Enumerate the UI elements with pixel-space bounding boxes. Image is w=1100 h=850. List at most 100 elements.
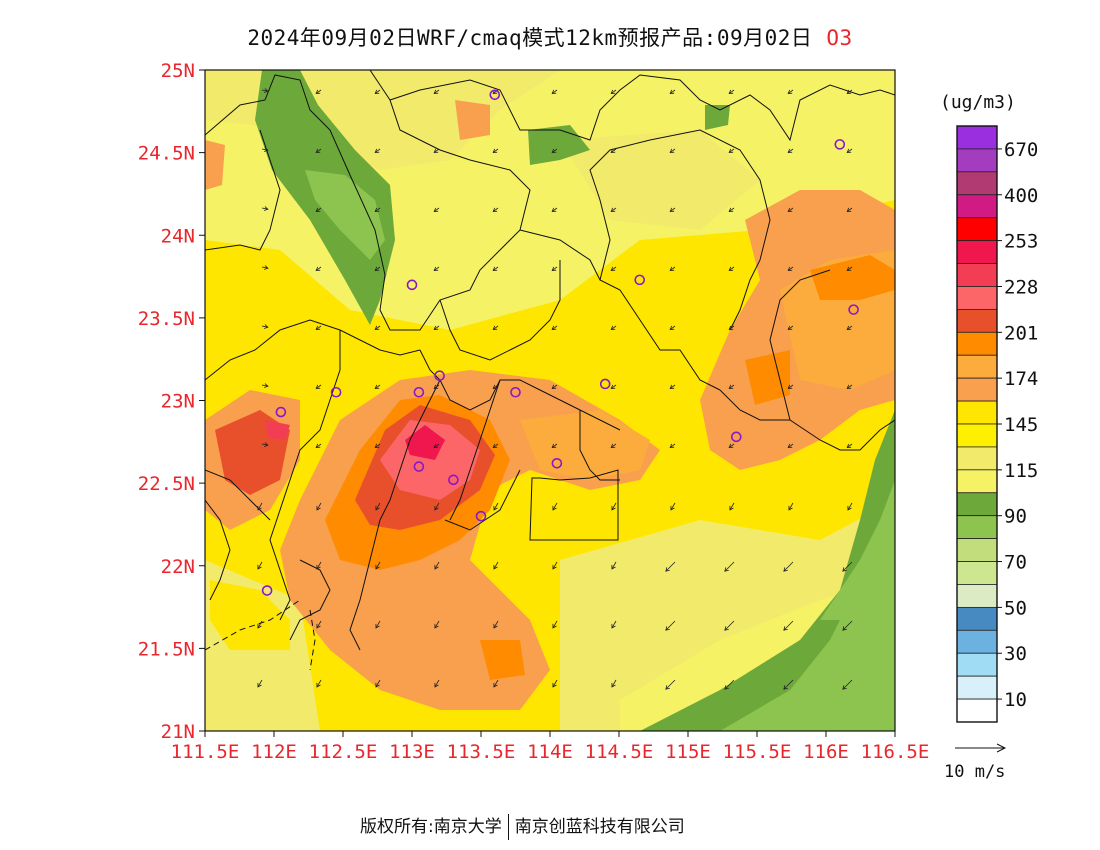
wind-arrow bbox=[257, 620, 263, 629]
lon-tick-label: 116.5E bbox=[861, 741, 930, 763]
wind-arrow bbox=[842, 620, 853, 631]
wind-arrow bbox=[906, 208, 911, 212]
map-title: 2024年09月02日WRF/cmaq模式12km预报产品:09月02日 O3 bbox=[0, 22, 1100, 52]
lon-tick-label: 112.5E bbox=[309, 741, 378, 763]
wind-arrow bbox=[315, 266, 322, 272]
wind-arrow bbox=[906, 444, 911, 448]
wind-arrow bbox=[610, 384, 617, 390]
wind-arrow bbox=[493, 561, 499, 570]
wind-arrow bbox=[492, 384, 499, 390]
footer-separator bbox=[507, 814, 509, 840]
wind-arrow bbox=[551, 266, 558, 272]
legend-swatch bbox=[956, 584, 998, 608]
legend-label: 30 bbox=[1004, 643, 1027, 665]
wind-arrow bbox=[315, 148, 322, 154]
wind-arrow bbox=[669, 443, 676, 449]
wind-arrow bbox=[374, 325, 381, 331]
legend-label: 174 bbox=[1004, 368, 1038, 390]
wind-arrow bbox=[433, 266, 440, 272]
station-marker bbox=[489, 89, 501, 101]
wind-arrow bbox=[724, 561, 735, 572]
wind-arrow bbox=[665, 679, 676, 690]
station-marker bbox=[275, 406, 287, 418]
legend-label: 201 bbox=[1004, 322, 1038, 344]
lat-tick-label: 23N bbox=[161, 391, 195, 413]
company-text: 南京创蓝科技有限公司 bbox=[514, 817, 685, 837]
wind-scale-arrow bbox=[955, 743, 1007, 753]
wind-arrow bbox=[728, 443, 735, 449]
wind-arrow bbox=[375, 502, 381, 511]
wind-arrow bbox=[906, 385, 911, 389]
wind-arrow bbox=[787, 207, 794, 213]
wind-arrow bbox=[669, 266, 676, 272]
legend-swatch bbox=[956, 286, 998, 310]
wind-arrow bbox=[787, 148, 794, 154]
wind-arrow bbox=[434, 502, 440, 511]
wind-arrow bbox=[846, 207, 853, 213]
lon-tick-label: 114.5E bbox=[585, 741, 654, 763]
legend-label: 10 bbox=[1004, 689, 1027, 711]
wind-arrow bbox=[846, 266, 853, 272]
wind-arrow bbox=[846, 443, 853, 449]
legend-label: 115 bbox=[1004, 460, 1038, 482]
wind-arrow bbox=[315, 384, 322, 390]
wind-arrow bbox=[552, 502, 558, 511]
coastline bbox=[205, 599, 316, 671]
wind-arrow bbox=[669, 148, 676, 154]
wind-arrow bbox=[492, 148, 499, 154]
legend-label: 145 bbox=[1004, 414, 1038, 436]
wind-arrow bbox=[257, 502, 263, 511]
legend-swatch bbox=[956, 675, 998, 700]
lon-tick-label: 115E bbox=[665, 741, 711, 763]
title-text: 2024年09月02日WRF/cmaq模式12km预报产品:09月02日 bbox=[247, 26, 813, 50]
station-marker bbox=[413, 461, 425, 472]
wind-arrow bbox=[374, 207, 381, 213]
station-marker bbox=[261, 585, 273, 596]
map-axes: 25N 24.5N 24N 23.5N 23N 22.5N 22N 21.5N 21N111.5… bbox=[138, 60, 930, 763]
legend-swatch bbox=[956, 469, 998, 494]
station-marker bbox=[330, 386, 342, 398]
lon-tick-label: 114E bbox=[527, 741, 573, 763]
lat-tick-label: 22.5N bbox=[138, 473, 195, 495]
wind-arrow bbox=[906, 90, 911, 94]
lat-tick-label: 21N bbox=[161, 721, 195, 743]
wind-arrow bbox=[906, 326, 911, 330]
wind-arrow bbox=[902, 621, 911, 630]
legend-label: 253 bbox=[1004, 231, 1038, 253]
copyright-footer: 版权所有:南京大学 南京创蓝科技有限公司 bbox=[360, 812, 685, 840]
legend-swatch bbox=[956, 354, 998, 379]
wind-arrow bbox=[433, 207, 440, 213]
wind-arrow bbox=[724, 620, 735, 631]
wind-arrow bbox=[375, 679, 381, 688]
legend-label: 670 bbox=[1004, 139, 1038, 161]
wind-scale-label: 10 m/s bbox=[944, 762, 1006, 782]
lat-tick-label: 21.5N bbox=[138, 638, 195, 660]
species-label: O3 bbox=[826, 26, 853, 50]
wind-arrow bbox=[374, 384, 381, 390]
legend-label: 400 bbox=[1004, 185, 1038, 207]
legend-swatch bbox=[956, 538, 998, 562]
wind-arrow bbox=[670, 502, 676, 511]
station-marker bbox=[434, 370, 445, 382]
wind-arrow bbox=[906, 149, 911, 153]
wind-arrow bbox=[846, 89, 853, 95]
wind-arrow bbox=[787, 266, 794, 272]
wind-arrow bbox=[261, 147, 269, 152]
wind-arrow bbox=[261, 265, 269, 270]
station-marker bbox=[599, 378, 611, 390]
legend-swatch bbox=[956, 698, 998, 723]
station-marker bbox=[448, 474, 459, 486]
station-marker bbox=[730, 431, 742, 443]
wind-arrow bbox=[316, 679, 322, 688]
legend-swatch bbox=[956, 171, 998, 196]
wind-arrow bbox=[906, 267, 911, 271]
lat-tick-label: 24N bbox=[161, 225, 195, 247]
legend-swatch bbox=[956, 515, 998, 540]
legend-swatch bbox=[956, 240, 998, 264]
wind-arrow bbox=[783, 561, 794, 572]
wind-arrow bbox=[669, 207, 676, 213]
wind-arrow bbox=[610, 325, 617, 331]
wind-arrow bbox=[552, 679, 558, 688]
wind-arrow bbox=[783, 620, 794, 631]
legend-unit: (ug/m3) bbox=[940, 92, 1016, 113]
